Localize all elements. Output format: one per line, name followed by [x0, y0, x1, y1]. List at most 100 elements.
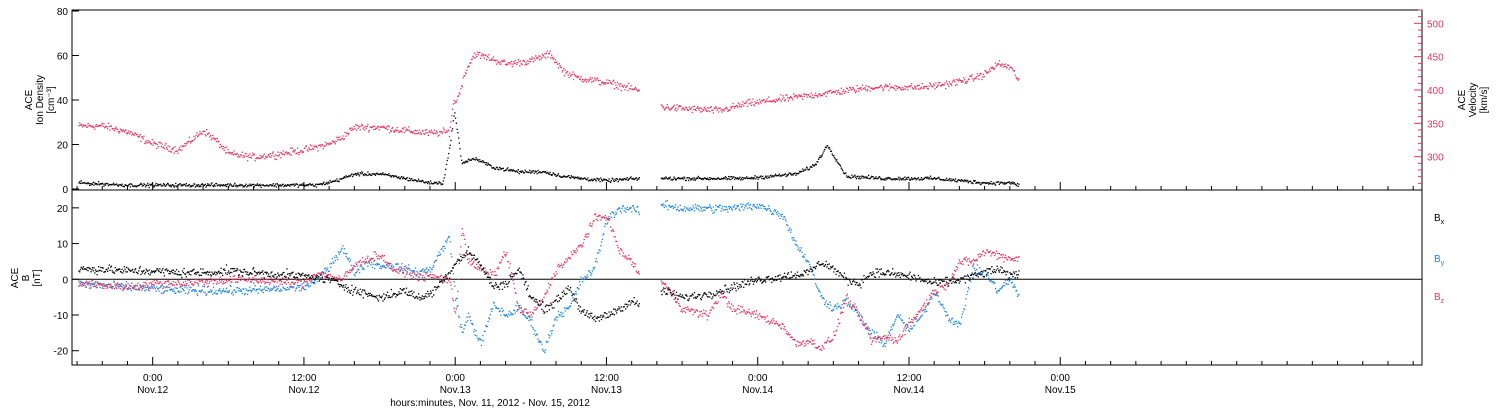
field-bz-point: [842, 312, 844, 314]
field-bz-point: [204, 281, 206, 283]
density-point: [184, 185, 187, 187]
density-point: [556, 175, 558, 177]
field-by-point: [256, 288, 259, 291]
field-bz-point: [426, 271, 428, 274]
density-point: [839, 164, 841, 166]
field-bz-point: [689, 310, 691, 312]
field-by-point: [854, 307, 856, 309]
field-bz-point: [330, 275, 332, 277]
density-point: [922, 178, 924, 180]
field-bz-point: [624, 257, 626, 259]
field-bz-point: [795, 344, 797, 346]
field-bz-point: [869, 336, 871, 338]
velocity-point: [630, 85, 632, 87]
density-point: [605, 178, 607, 181]
field-by-point: [381, 266, 383, 268]
field-bz-point: [125, 283, 127, 286]
density-point: [979, 183, 982, 186]
field-by-point: [180, 290, 182, 293]
velocity-point: [475, 54, 477, 56]
density-point: [183, 183, 185, 186]
density-point: [544, 170, 547, 173]
field-bz-point: [590, 225, 592, 227]
field-by-point: [585, 277, 588, 279]
velocity-point: [603, 82, 606, 84]
velocity-point: [633, 88, 635, 90]
field-bz-point: [90, 287, 92, 289]
velocity-point: [773, 99, 775, 101]
field-bz-point: [766, 315, 768, 317]
velocity-point: [839, 93, 841, 95]
velocity-point: [694, 108, 696, 111]
velocity-point: [963, 77, 965, 79]
velocity-point: [506, 63, 508, 65]
field-bz-point: [730, 308, 732, 310]
density-point: [989, 183, 991, 185]
velocity-point: [481, 53, 483, 55]
field-bz-point: [89, 283, 91, 285]
field-by-point: [532, 328, 535, 330]
density-point: [155, 182, 157, 185]
field-bz-point: [299, 285, 301, 287]
field-by-point: [542, 350, 544, 352]
field-by-point: [492, 308, 494, 310]
field-bz-point: [422, 274, 424, 277]
density-point: [226, 184, 228, 186]
field-by-point: [712, 212, 714, 214]
field-by-point: [211, 290, 213, 292]
velocity-point: [616, 81, 619, 84]
velocity-point: [133, 134, 135, 136]
density-point: [854, 174, 856, 176]
field-bz-point: [256, 280, 258, 282]
velocity-point: [588, 79, 591, 81]
field-bz-point: [293, 283, 295, 285]
field-bz-point: [637, 272, 639, 274]
velocity-point: [753, 104, 755, 107]
field-bz-point: [439, 275, 442, 277]
field-bz-point: [114, 285, 116, 287]
field-bz-point: [873, 337, 875, 339]
velocity-point: [785, 94, 787, 96]
density-point: [815, 163, 817, 166]
field-by-point: [96, 286, 98, 288]
field-by-point: [767, 208, 769, 210]
field-bz-point: [720, 293, 722, 295]
density-point: [375, 173, 377, 175]
density-point: [107, 183, 109, 185]
velocity-point: [986, 72, 988, 75]
field-by-point: [206, 293, 208, 295]
velocity-point: [129, 131, 131, 133]
field-tick-label: -10: [54, 311, 69, 322]
velocity-point: [948, 81, 951, 83]
field-by-point: [1007, 279, 1009, 281]
field-bz-point: [503, 251, 505, 253]
field-bz-point: [864, 328, 867, 330]
velocity-point: [903, 88, 905, 90]
density-point: [586, 179, 588, 181]
density-point: [425, 181, 427, 183]
density-point: [934, 177, 936, 179]
field-bz-point: [591, 223, 594, 225]
field-bz-point: [938, 284, 940, 286]
velocity-point: [220, 146, 222, 148]
field-by-point: [161, 284, 163, 286]
velocity-point: [498, 61, 500, 63]
field-by-point: [784, 218, 786, 220]
field-by-point: [548, 334, 550, 336]
field-bz-point: [285, 283, 287, 285]
velocity-point: [459, 93, 461, 95]
field-bz-point: [220, 281, 222, 283]
field-by-point: [371, 266, 373, 268]
field-bz-point: [563, 261, 566, 263]
field-by-point: [587, 276, 589, 278]
field-bz-point: [415, 274, 417, 276]
velocity-point: [886, 86, 888, 88]
field-by-point: [929, 298, 931, 300]
field-bz-point: [219, 280, 221, 282]
density-point: [120, 184, 122, 187]
velocity-point: [783, 97, 785, 99]
field-bz-point: [382, 255, 384, 257]
field-by-point: [119, 283, 121, 285]
velocity-point: [142, 138, 144, 140]
density-point: [932, 178, 935, 180]
